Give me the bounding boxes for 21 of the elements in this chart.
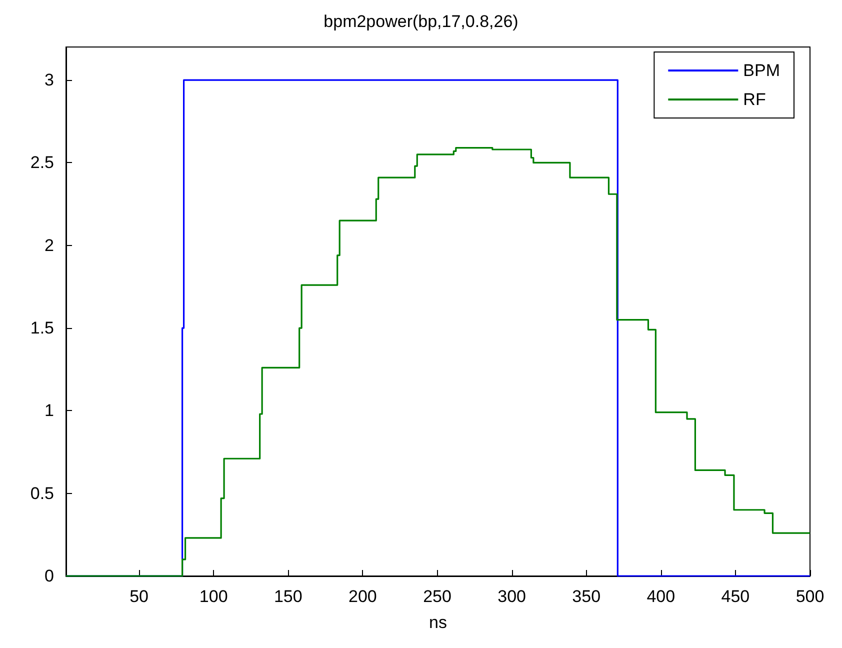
y-tick-label: 1.5 bbox=[30, 318, 54, 338]
y-tick-label: 1 bbox=[44, 401, 54, 420]
x-axis-title: ns bbox=[429, 613, 447, 632]
x-tick-label: 200 bbox=[348, 587, 377, 606]
legend-label: RF bbox=[743, 90, 766, 109]
y-tick-label: 3 bbox=[44, 70, 54, 90]
x-tick-label: 400 bbox=[646, 587, 676, 606]
chart-title: bpm2power(bp,17,0.8,26) bbox=[324, 12, 518, 31]
x-tick-label: 350 bbox=[572, 587, 601, 606]
legend-label: BPM bbox=[743, 61, 780, 80]
x-tick-label: 50 bbox=[130, 587, 149, 606]
y-tick-label: 2 bbox=[44, 236, 54, 255]
y-tick-label: 0 bbox=[44, 566, 54, 586]
x-tick-label: 150 bbox=[274, 587, 302, 606]
x-tick-label: 300 bbox=[498, 587, 526, 606]
x-tick-label: 500 bbox=[796, 587, 824, 606]
x-tick-label: 250 bbox=[423, 587, 452, 606]
y-tick-label: 0.5 bbox=[30, 484, 54, 503]
x-tick-label: 450 bbox=[721, 587, 750, 606]
y-tick-label: 2.5 bbox=[30, 153, 54, 172]
x-tick-label: 100 bbox=[199, 587, 228, 606]
